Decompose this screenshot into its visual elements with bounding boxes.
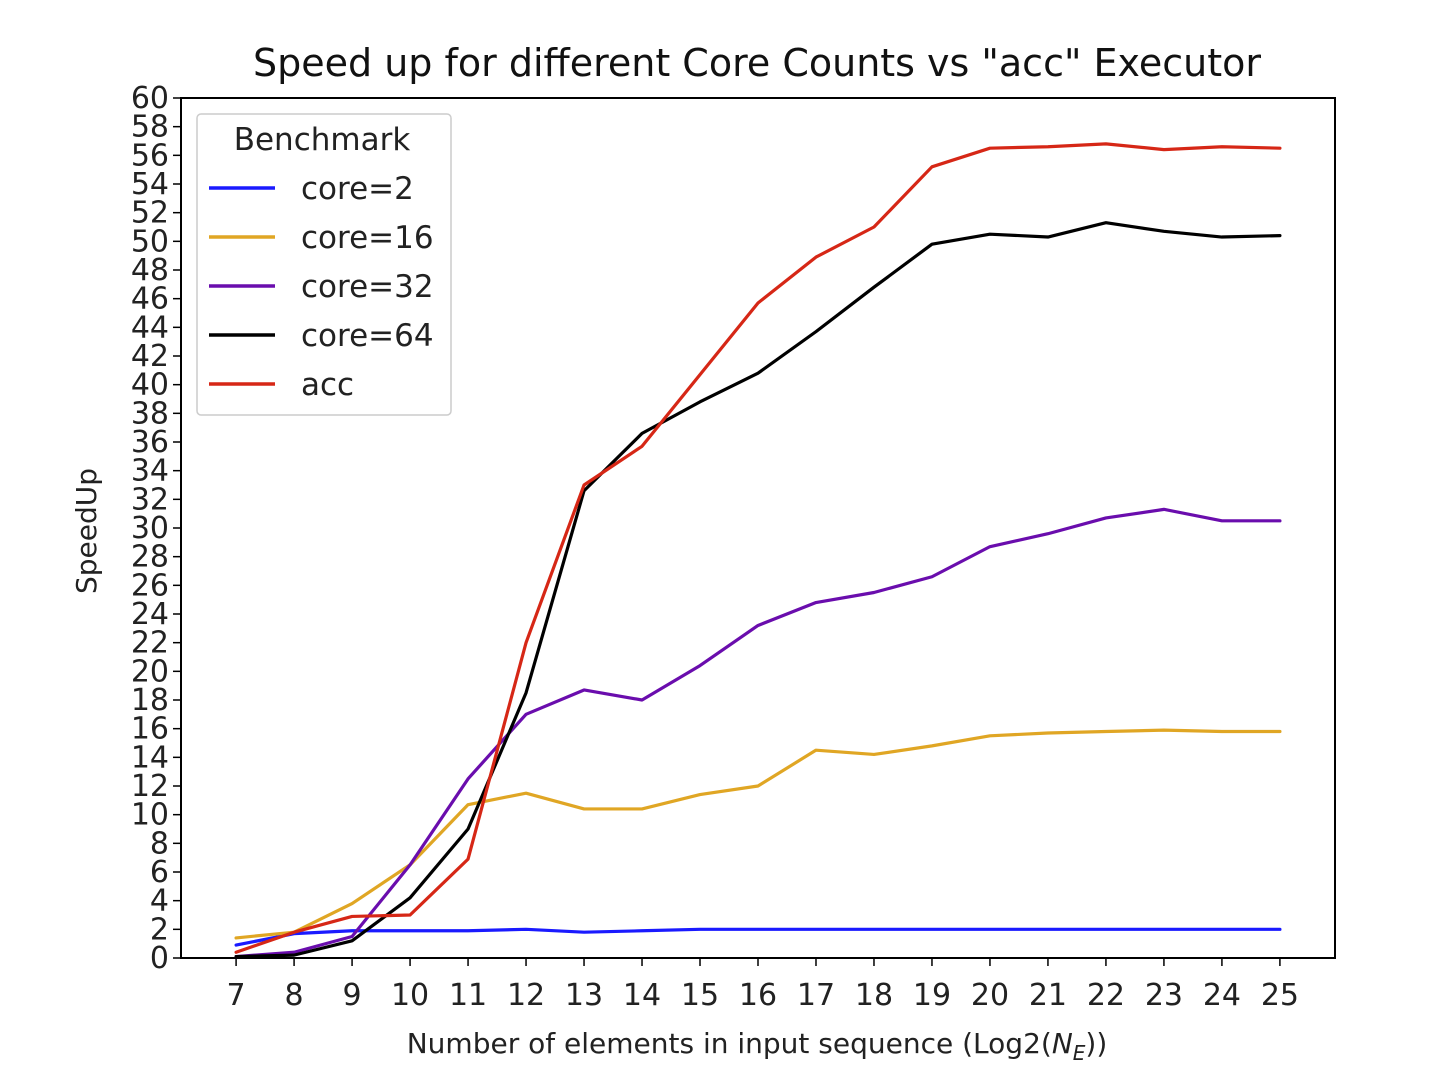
y-tick-label: 44 <box>131 310 169 345</box>
series-lines <box>234 142 1282 959</box>
x-tick-label: 19 <box>913 978 951 1013</box>
y-tick-label: 50 <box>131 224 169 259</box>
y-tick-label: 60 <box>131 81 169 116</box>
y-tick-label: 56 <box>131 138 169 173</box>
x-tick-label: 13 <box>565 978 603 1013</box>
series-line-core-2 <box>234 927 1282 947</box>
y-tick-label: 52 <box>131 196 169 231</box>
series-line-core-16 <box>234 728 1282 940</box>
y-tick-label: 28 <box>131 540 169 575</box>
y-tick-label: 48 <box>131 253 169 288</box>
x-tick-label: 16 <box>739 978 777 1013</box>
x-tick-label: 9 <box>343 978 362 1013</box>
y-tick-label: 18 <box>131 683 169 718</box>
x-axis-label-var: N <box>1052 1027 1073 1060</box>
y-axis: 0246810121416182022242628303234363840424… <box>131 81 181 976</box>
x-tick-label: 21 <box>1029 978 1067 1013</box>
x-axis-label-prefix: Number of elements in input sequence (Lo… <box>407 1027 1052 1060</box>
plot-area: 0246810121416182022242628303234363840424… <box>131 81 1336 1013</box>
x-tick-label: 20 <box>971 978 1009 1013</box>
legend-title: Benchmark <box>234 122 411 158</box>
legend-label: core=64 <box>301 318 434 354</box>
y-tick-label: 30 <box>131 511 169 546</box>
y-axis-label: SpeedUp <box>70 468 103 594</box>
series-line-core-64 <box>234 221 1282 959</box>
x-axis-label-sub: E <box>1073 1041 1086 1065</box>
y-tick-label: 0 <box>150 941 169 976</box>
y-tick-label: 16 <box>131 712 169 747</box>
legend-label: acc <box>301 367 354 403</box>
x-tick-label: 15 <box>681 978 719 1013</box>
x-tick-label: 22 <box>1087 978 1125 1013</box>
y-tick-label: 58 <box>131 110 169 145</box>
y-tick-label: 10 <box>131 798 169 833</box>
y-tick-label: 54 <box>131 167 169 202</box>
y-tick-label: 34 <box>131 454 169 489</box>
y-tick-label: 36 <box>131 425 169 460</box>
x-tick-label: 7 <box>227 978 246 1013</box>
x-tick-label: 8 <box>285 978 304 1013</box>
legend-label: core=2 <box>301 171 414 207</box>
y-tick-label: 20 <box>131 654 169 689</box>
legend-label: core=16 <box>301 220 434 256</box>
legend-items: core=2 core=16 core=32 core=64 acc <box>209 171 434 403</box>
x-tick-label: 25 <box>1261 978 1299 1013</box>
chart-title: Speed up for different Core Counts vs "a… <box>253 41 1261 85</box>
series-line-core-32 <box>234 507 1282 959</box>
y-tick-label: 22 <box>131 626 169 661</box>
y-tick-label: 6 <box>150 855 169 890</box>
legend: Benchmark core=2 core=16 core=32 core=64 acc <box>196 113 452 416</box>
x-tick-label: 23 <box>1145 978 1183 1013</box>
series-line-acc <box>234 142 1282 954</box>
x-tick-label: 14 <box>623 978 661 1013</box>
x-tick-label: 10 <box>391 978 429 1013</box>
x-axis-label-suffix: )) <box>1085 1027 1107 1060</box>
y-tick-label: 14 <box>131 740 169 775</box>
x-tick-label: 12 <box>507 978 545 1013</box>
y-tick-label: 4 <box>150 884 169 919</box>
y-tick-label: 32 <box>131 482 169 517</box>
y-tick-label: 2 <box>150 912 169 947</box>
legend-label: core=32 <box>301 269 434 305</box>
y-tick-label: 12 <box>131 769 169 804</box>
x-axis: 7 8 9 10 11 12 13 14 15 16 17 18 19 20 21 22 23 24 25 <box>227 958 1299 1013</box>
y-tick-label: 46 <box>131 282 169 317</box>
x-axis-label: Number of elements in input sequence (Lo… <box>407 1027 1108 1065</box>
y-tick-label: 8 <box>150 826 169 861</box>
y-tick-label: 40 <box>131 368 169 403</box>
y-tick-label: 26 <box>131 568 169 603</box>
x-tick-label: 24 <box>1203 978 1241 1013</box>
x-tick-label: 17 <box>797 978 835 1013</box>
x-tick-label: 18 <box>855 978 893 1013</box>
x-tick-label: 11 <box>449 978 487 1013</box>
y-tick-label: 24 <box>131 597 169 632</box>
y-tick-label: 42 <box>131 339 169 374</box>
y-tick-label: 38 <box>131 396 169 431</box>
